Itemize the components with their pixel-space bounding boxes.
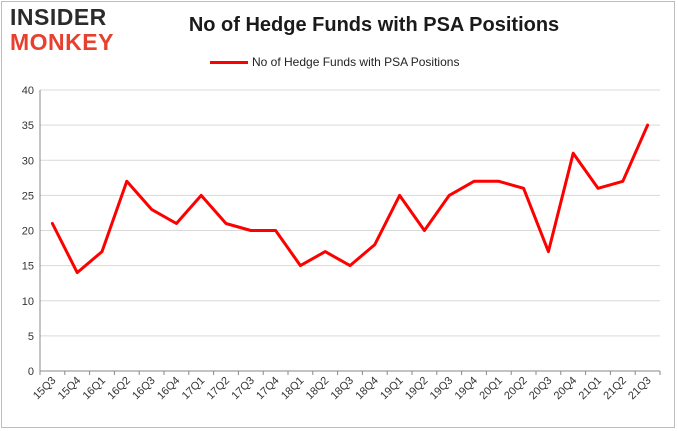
y-tick-label: 30: [22, 155, 34, 167]
y-tick-label: 15: [22, 261, 34, 273]
data-point: [646, 123, 649, 127]
data-point: [596, 187, 600, 190]
x-tick-label: 21Q2: [601, 375, 629, 403]
logo-line-2: MONKEY: [10, 29, 114, 55]
data-point: [547, 250, 550, 253]
x-tick-label: 18Q2: [304, 375, 332, 403]
data-point: [76, 271, 79, 274]
data-point: [621, 180, 624, 183]
x-tick-label: 17Q2: [205, 375, 233, 403]
data-point: [150, 208, 153, 211]
data-point: [125, 180, 128, 183]
y-tick-label: 35: [22, 120, 34, 132]
data-point: [522, 187, 525, 190]
data-point: [572, 152, 575, 155]
x-tick-label: 20Q1: [477, 375, 505, 403]
x-tick-label: 20Q2: [502, 375, 530, 403]
legend-label: No of Hedge Funds with PSA Positions: [252, 55, 460, 69]
x-tick-label: 21Q1: [577, 375, 605, 403]
data-point: [224, 222, 228, 225]
x-tick-label: 16Q1: [81, 375, 109, 403]
x-tick-label: 18Q4: [353, 375, 381, 403]
x-tick-label: 20Q4: [552, 375, 580, 403]
x-tick-label: 19Q2: [403, 375, 431, 403]
y-tick-label: 0: [28, 366, 34, 378]
data-point: [100, 250, 104, 253]
x-tick-label: 16Q2: [105, 375, 133, 403]
y-tick-label: 5: [28, 331, 34, 343]
y-tick-label: 40: [22, 85, 34, 97]
data-point: [497, 180, 500, 183]
data-point: [398, 194, 401, 197]
data-point: [51, 222, 54, 225]
x-tick-label: 16Q3: [130, 375, 158, 403]
x-tick-label: 17Q1: [180, 375, 208, 403]
data-point: [249, 229, 252, 232]
series-line: [50, 123, 650, 275]
chart-title: No of Hedge Funds with PSA Positions: [188, 14, 560, 36]
data-point: [299, 264, 302, 267]
data-point: [448, 194, 451, 197]
data-point: [200, 194, 203, 197]
insider-monkey-logo: INSIDER MONKEY: [10, 6, 128, 56]
x-tick-label: 20Q3: [527, 375, 555, 403]
x-tick-label: 19Q1: [378, 375, 406, 403]
data-point: [423, 229, 426, 232]
x-tick-label: 16Q4: [155, 375, 183, 403]
data-point: [324, 250, 327, 253]
data-point: [274, 229, 277, 232]
x-tick-label: 17Q4: [254, 375, 282, 403]
data-point: [472, 180, 476, 183]
x-tick-label: 17Q3: [229, 375, 257, 403]
data-point: [175, 222, 178, 225]
x-tick-label: 18Q1: [279, 375, 307, 403]
x-tick-label: 18Q3: [329, 375, 357, 403]
x-tick-label: 21Q3: [626, 375, 654, 403]
logo-line-1: INSIDER: [10, 4, 107, 30]
y-tick-label: 25: [22, 190, 34, 202]
x-tick-label: 15Q4: [56, 375, 84, 403]
data-point: [373, 243, 376, 246]
y-tick-label: 10: [22, 296, 34, 308]
data-point: [348, 264, 352, 267]
chart-legend: No of Hedge Funds with PSA Positions: [210, 54, 459, 70]
x-tick-label: 15Q3: [31, 375, 59, 403]
x-tick-label: 19Q3: [428, 375, 456, 403]
y-tick-label: 20: [22, 226, 34, 238]
legend-swatch: [210, 60, 248, 64]
x-tick-label: 19Q4: [453, 375, 481, 403]
